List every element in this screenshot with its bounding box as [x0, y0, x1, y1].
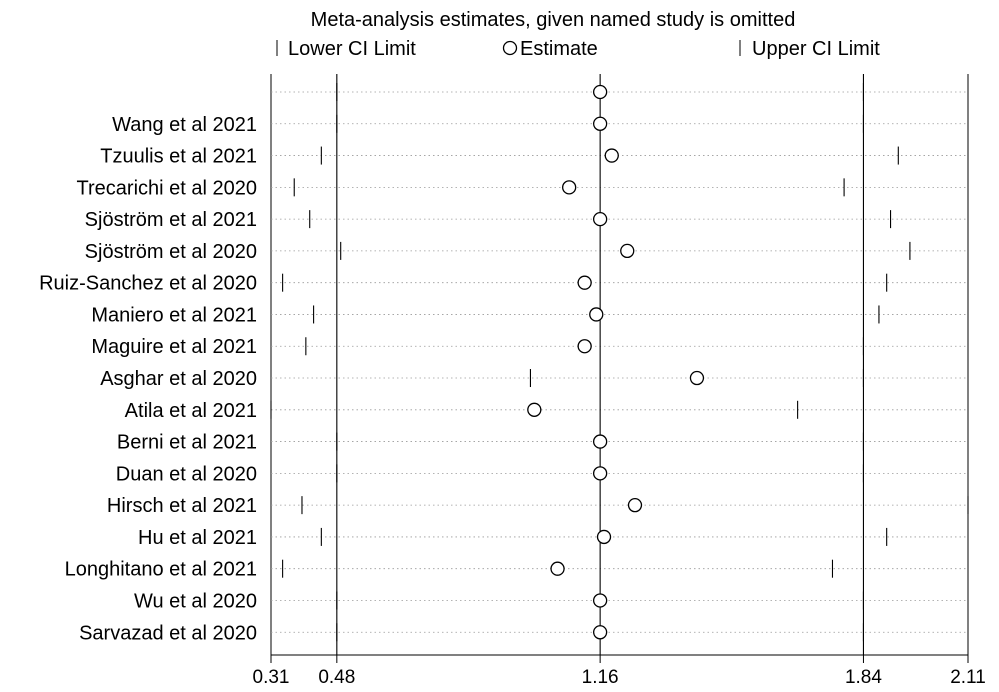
estimate-point	[596, 529, 612, 545]
legend-estimate-label: Estimate	[520, 38, 598, 60]
estimate-point	[527, 402, 542, 417]
estimate-point	[577, 275, 592, 290]
plot-area: 0.31 0.48 1.16 1.84 2.11 Wang et al 2021 Tzuul…	[39, 74, 986, 688]
study-label: Sjöström et al 2021	[85, 209, 257, 231]
study-label: Sjöström et al 2020	[85, 241, 257, 263]
study-label: Berni et al 2021	[117, 432, 257, 454]
study-label: Hu et al 2021	[138, 527, 257, 549]
estimate-point	[550, 561, 565, 576]
estimate-point	[562, 180, 577, 195]
study-label: Asghar et al 2020	[100, 368, 257, 390]
study-label: Hirsch et al 2021	[107, 495, 257, 517]
study-label: Sarvazad et al 2020	[79, 622, 257, 644]
study-label: Longhitano et al 2021	[65, 559, 257, 581]
estimate-point	[604, 148, 619, 163]
estimate-point	[620, 243, 635, 259]
chart-title: Meta-analysis estimates, given named stu…	[311, 9, 796, 31]
study-label: Maniero et al 2021	[91, 304, 257, 326]
x-tick-label: 1.84	[845, 667, 882, 688]
legend-lower-label: Lower CI Limit	[288, 38, 416, 60]
x-tick-label: 0.31	[253, 667, 290, 688]
x-tick-label: 1.16	[582, 667, 619, 688]
study-label: Trecarichi et al 2020	[77, 177, 257, 199]
legend-estimate-marker	[502, 40, 518, 56]
estimate-point	[577, 339, 592, 354]
study-label: Atila et al 2021	[125, 400, 257, 422]
estimate-point	[592, 625, 608, 640]
study-label: Ruiz-Sanchez et al 2020	[39, 273, 257, 295]
study-label: Wang et al 2021	[112, 114, 257, 136]
legend-upper-label: Upper CI Limit	[752, 38, 880, 60]
estimate-point	[592, 84, 608, 100]
estimate-point	[627, 497, 643, 513]
estimate-point	[592, 434, 608, 449]
study-label: Wu et al 2020	[134, 590, 257, 612]
estimate-point	[592, 211, 608, 227]
estimate-point	[589, 307, 604, 322]
study-label: Tzuulis et al 2021	[100, 146, 257, 168]
study-label: Duan et al 2020	[116, 463, 257, 485]
x-tick-label: 0.48	[318, 667, 355, 688]
estimate-point	[689, 370, 705, 386]
legend: Lower CI Limit Estimate Upper CI Limit	[276, 38, 880, 60]
x-tick-label: 2.11	[950, 667, 986, 688]
estimate-point	[592, 116, 608, 131]
estimate-point	[592, 466, 608, 481]
estimate-point	[592, 593, 608, 608]
study-label: Maguire et al 2021	[91, 336, 257, 358]
